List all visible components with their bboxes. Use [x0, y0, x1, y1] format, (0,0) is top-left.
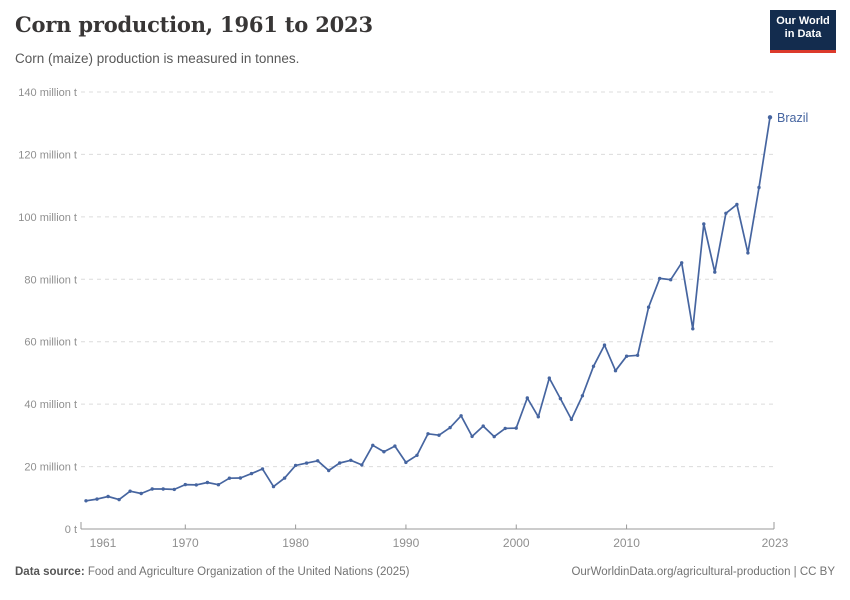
y-axis-tick-label: 0 t [65, 524, 77, 536]
data-point[interactable] [183, 482, 187, 487]
data-point[interactable] [216, 483, 221, 487]
data-point[interactable] [371, 443, 375, 447]
data-point[interactable] [691, 327, 695, 331]
data-point[interactable] [271, 484, 276, 489]
data-point[interactable] [293, 463, 298, 468]
x-axis-tick-label: 2000 [503, 536, 530, 550]
y-axis-tick-label: 40 million t [24, 399, 77, 411]
x-axis-tick-label: 2010 [613, 536, 640, 550]
gridlines [81, 91, 774, 468]
data-point[interactable] [547, 376, 551, 380]
data-point[interactable] [492, 434, 496, 439]
data-point[interactable] [602, 343, 607, 347]
data-point[interactable] [757, 185, 761, 190]
data-point[interactable] [680, 261, 684, 265]
data-point[interactable] [194, 483, 198, 487]
data-point[interactable] [205, 480, 210, 485]
data-point[interactable] [646, 305, 651, 309]
data-point[interactable] [95, 497, 99, 501]
data-point[interactable] [536, 415, 540, 419]
data-point[interactable] [282, 476, 287, 480]
data-point[interactable] [569, 417, 574, 422]
data-point[interactable] [106, 494, 110, 499]
data-point[interactable] [658, 276, 662, 281]
data-point[interactable] [746, 251, 750, 255]
data-point[interactable] [415, 453, 419, 457]
data-point[interactable] [735, 202, 739, 207]
data-point[interactable] [525, 396, 529, 400]
y-axis-tick-label: 20 million t [24, 462, 77, 474]
data-point[interactable] [304, 461, 309, 465]
data-point[interactable] [437, 433, 441, 437]
data-point[interactable] [470, 434, 474, 439]
data-source-label: Data source: [15, 566, 85, 578]
data-point[interactable] [172, 487, 176, 492]
data-point[interactable] [591, 364, 596, 368]
data-point[interactable] [393, 444, 397, 448]
x-axis-tick-label: 1961 [90, 536, 117, 550]
data-point[interactable] [249, 471, 254, 476]
data-point[interactable] [669, 278, 673, 282]
data-point[interactable] [514, 426, 518, 430]
data-point[interactable] [117, 497, 121, 502]
chart-footer: Data source: Food and Agriculture Organi… [15, 566, 835, 578]
data-point[interactable] [338, 461, 342, 465]
owid-logo-line1: Our World [776, 15, 830, 27]
data-point[interactable] [404, 460, 408, 465]
owid-logo[interactable]: Our World in Data [770, 10, 836, 53]
data-point[interactable] [702, 222, 706, 226]
x-axis-tick-label: 1970 [172, 536, 199, 550]
data-point[interactable] [227, 476, 232, 480]
data-point[interactable] [161, 487, 165, 491]
data-point[interactable] [260, 467, 265, 471]
data-point[interactable] [503, 426, 507, 431]
y-axis-tick-label: 100 million t [18, 212, 77, 224]
data-point[interactable] [635, 353, 640, 357]
data-point[interactable] [128, 489, 132, 493]
data-point[interactable] [238, 476, 243, 480]
x-axis [80, 522, 775, 530]
y-axis-labels: 0 t 20 million t 40 million t 60 million t 8… [18, 87, 77, 536]
x-axis-labels: 1961 1970 1980 1990 2000 2010 2023 [90, 536, 789, 550]
series-label-brazil[interactable]: Brazil [777, 111, 808, 125]
data-point[interactable] [426, 432, 430, 436]
owid-url-link[interactable]: OurWorldinData.org/agricultural-producti… [571, 566, 835, 578]
brazil-line[interactable] [85, 116, 771, 502]
brazil-series[interactable] [84, 115, 773, 503]
data-point[interactable] [580, 394, 585, 398]
y-axis-tick-label: 80 million t [24, 274, 77, 286]
data-point[interactable] [624, 354, 629, 358]
data-source-text: Food and Agriculture Organization of the… [84, 566, 410, 578]
y-axis-tick-label: 120 million t [18, 149, 77, 161]
data-point[interactable] [481, 424, 485, 428]
y-axis-tick-label: 60 million t [24, 337, 77, 349]
owid-logo-line2: in Data [784, 28, 822, 40]
data-point[interactable] [724, 211, 728, 215]
data-point[interactable] [558, 396, 563, 401]
data-point[interactable] [139, 491, 143, 496]
data-point[interactable] [713, 270, 717, 274]
x-axis-tick-label: 1990 [393, 536, 420, 550]
data-point[interactable] [360, 463, 364, 467]
y-axis-tick-label: 140 million t [18, 87, 77, 99]
page-title: Corn production, 1961 to 2023 [15, 12, 373, 37]
data-point[interactable] [448, 425, 452, 430]
data-point[interactable] [349, 458, 353, 462]
data-point[interactable] [316, 459, 320, 463]
data-point[interactable] [382, 450, 386, 454]
data-source-note: Data source: Food and Agriculture Organi… [15, 566, 409, 578]
x-axis-tick-label: 2023 [762, 536, 789, 550]
data-point[interactable] [613, 369, 618, 373]
data-point[interactable] [327, 468, 331, 473]
data-point[interactable] [767, 115, 773, 120]
chart-subtitle: Corn (maize) production is measured in t… [15, 51, 300, 66]
data-point[interactable] [84, 499, 88, 503]
data-point[interactable] [459, 414, 463, 418]
data-point[interactable] [150, 487, 154, 491]
x-axis-tick-label: 1980 [282, 536, 309, 550]
